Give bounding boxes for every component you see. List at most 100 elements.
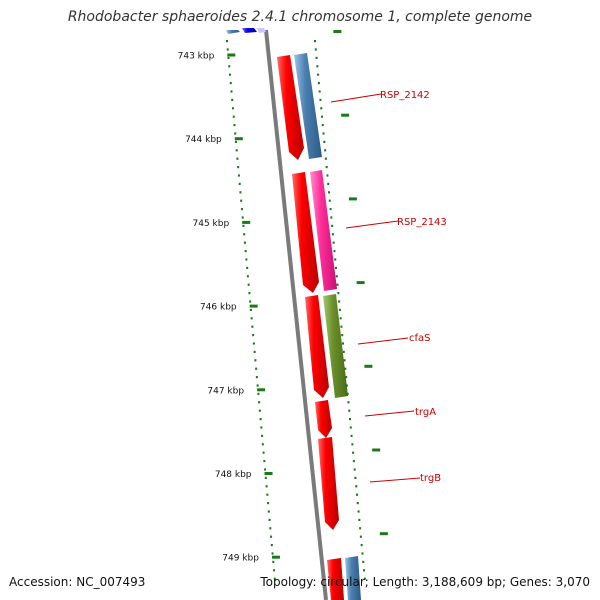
gene-bottom-partial-1[interactable] bbox=[327, 558, 344, 600]
ruler-dot bbox=[252, 342, 255, 345]
ruler-dot bbox=[246, 275, 249, 278]
ruler-dot bbox=[246, 266, 249, 269]
ruler-dot bbox=[255, 367, 258, 370]
ruler-dot bbox=[324, 157, 327, 160]
tick-mark bbox=[242, 220, 251, 224]
ruler-dot bbox=[343, 359, 346, 362]
ruler-dot bbox=[329, 208, 332, 211]
ruler-dot bbox=[244, 250, 247, 253]
ruler-dot bbox=[338, 308, 341, 311]
ruler-dot bbox=[249, 300, 252, 303]
ruler-dot bbox=[317, 73, 320, 76]
gene-trgB[interactable] bbox=[318, 437, 339, 530]
ruler-dot bbox=[321, 115, 323, 118]
genome-summary-text: Topology: circular; Length: 3,188,609 bp… bbox=[260, 575, 590, 589]
ruler-dot bbox=[320, 107, 323, 110]
gene-top-partial-1[interactable] bbox=[226, 30, 240, 34]
ruler-dot bbox=[336, 283, 339, 286]
ruler-dot bbox=[348, 409, 351, 412]
ruler-dot bbox=[269, 527, 272, 530]
ruler-dot bbox=[273, 577, 276, 580]
ruler-dot bbox=[249, 308, 252, 311]
ruler-dot bbox=[327, 182, 330, 185]
ruler-dot bbox=[314, 40, 316, 43]
gene-RSP_2142[interactable] bbox=[294, 53, 322, 159]
ruler-dot bbox=[345, 376, 348, 379]
ruler-dot bbox=[253, 350, 256, 353]
ruler-dot bbox=[255, 376, 258, 379]
ruler-dot bbox=[259, 418, 262, 421]
ruler-dot bbox=[347, 401, 350, 404]
ruler-dot bbox=[228, 65, 231, 68]
ruler-dot bbox=[328, 199, 331, 202]
gene-leader-line bbox=[369, 477, 421, 483]
tick-mark bbox=[227, 53, 236, 57]
gene-forward-3[interactable] bbox=[305, 295, 329, 398]
tick-mark bbox=[364, 364, 373, 368]
ruler-dot bbox=[331, 224, 334, 227]
ruler-dot bbox=[359, 535, 362, 538]
ruler-dot bbox=[250, 317, 253, 320]
gene-forward-2[interactable] bbox=[292, 172, 319, 293]
ruler-dot bbox=[326, 174, 329, 177]
tick-label: 744 kbp bbox=[185, 135, 222, 145]
tick-label: 748 kbp bbox=[215, 470, 252, 480]
ruler-dot bbox=[241, 216, 244, 219]
gene-RSP_2143[interactable] bbox=[310, 170, 337, 291]
gene-label-cfaS: cfaS bbox=[409, 333, 431, 344]
gene-label-trgA: trgA bbox=[415, 407, 436, 418]
ruler-dot bbox=[229, 82, 232, 85]
ruler-dot bbox=[236, 157, 239, 160]
ruler-dot bbox=[349, 418, 351, 421]
kbp-ticks: 743 kbp 744 kbp 745 kbp 746 kbp 747 kbp 748 k… bbox=[178, 30, 388, 564]
ruler-dot bbox=[362, 560, 365, 563]
chromosome-backbone bbox=[264, 29, 328, 600]
ruler-dot bbox=[352, 460, 355, 463]
ruler-dot bbox=[360, 544, 363, 547]
ruler-dot bbox=[231, 107, 234, 110]
ruler-dot bbox=[227, 56, 230, 59]
ruler-dot bbox=[235, 149, 238, 152]
ruler-dot bbox=[357, 510, 360, 513]
accession-text: Accession: NC_007493 bbox=[9, 575, 146, 589]
ruler-dot bbox=[345, 384, 348, 387]
ruler-dot bbox=[363, 577, 366, 580]
ruler-dot bbox=[231, 98, 234, 101]
gene-top-partial-2[interactable] bbox=[242, 28, 257, 33]
ruler-dot bbox=[339, 317, 342, 320]
ruler-dot bbox=[346, 392, 349, 395]
gene-cfaS[interactable] bbox=[323, 294, 348, 398]
ruler-dot bbox=[256, 384, 259, 387]
gene-leader-line bbox=[364, 410, 415, 417]
ruler-dot bbox=[237, 166, 240, 169]
ruler-dot bbox=[265, 485, 268, 488]
ruler-dot bbox=[271, 552, 274, 555]
ruler-dot bbox=[234, 140, 237, 143]
ruler-dot bbox=[334, 258, 337, 261]
gene-top-partial-3[interactable] bbox=[257, 28, 266, 33]
gene-label-RSP_2142: RSP_2142 bbox=[380, 90, 430, 101]
ruler-dot bbox=[340, 325, 343, 328]
gene-trgA[interactable] bbox=[315, 400, 332, 438]
ruler-dot bbox=[344, 367, 347, 370]
gene-forward-1[interactable] bbox=[277, 55, 304, 160]
ruler-dot bbox=[240, 199, 243, 202]
ruler-dot bbox=[263, 460, 266, 463]
ruler-dot bbox=[354, 476, 357, 479]
ruler-dot bbox=[314, 48, 317, 51]
gene-bottom-partial-2[interactable] bbox=[345, 556, 361, 600]
ruler-dot bbox=[330, 216, 333, 219]
ruler-dot bbox=[317, 82, 320, 85]
ruler-dot bbox=[270, 544, 273, 547]
ruler-dot bbox=[352, 451, 355, 454]
ruler-dot bbox=[252, 334, 255, 337]
ruler-dot bbox=[264, 468, 267, 471]
tick-mark bbox=[348, 197, 357, 201]
ruler-dot bbox=[262, 451, 265, 454]
ruler-dot bbox=[337, 292, 340, 295]
tick-label: 743 kbp bbox=[178, 52, 215, 62]
ruler-dot bbox=[318, 90, 321, 93]
ruler-dot bbox=[230, 90, 233, 93]
tick-mark bbox=[257, 388, 266, 392]
ruler-dot bbox=[342, 342, 344, 345]
